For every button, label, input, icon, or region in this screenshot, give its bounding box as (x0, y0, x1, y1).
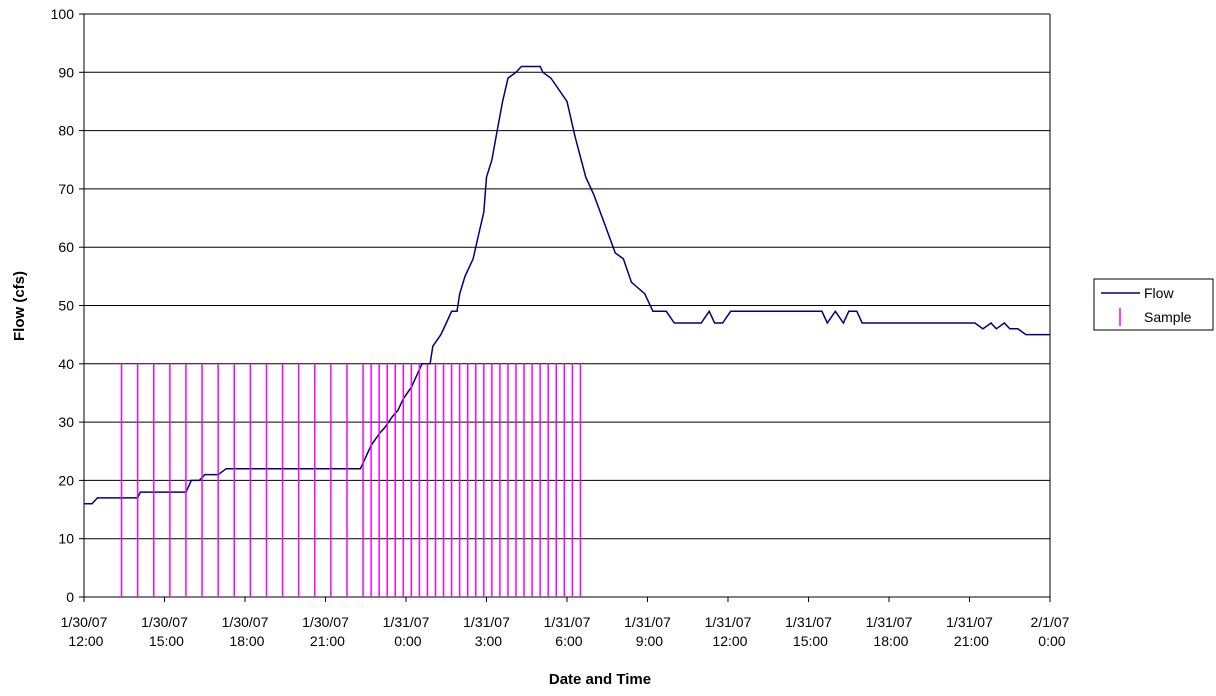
x-axis-label: Date and Time (549, 671, 651, 688)
x-tick-label: 1/31/07 9:00 (624, 614, 671, 649)
x-tick-label: 1/30/07 15:00 (141, 614, 188, 649)
x-tick-label: 1/30/07 21:00 (302, 614, 349, 649)
x-tick-label: 1/31/07 3:00 (463, 614, 510, 649)
x-tick-label: 1/31/07 0:00 (383, 614, 430, 649)
y-tick-label: 40 (58, 356, 74, 372)
legend-label: Sample (1144, 309, 1192, 325)
flow-line (84, 65, 1050, 505)
x-tick-label: 1/31/07 18:00 (866, 614, 913, 649)
y-tick-label: 90 (58, 64, 74, 80)
x-tick-label: 1/30/07 12:00 (61, 614, 108, 649)
y-tick-label: 80 (58, 123, 74, 139)
x-tick-label: 1/31/07 12:00 (705, 614, 752, 649)
x-tick-label: 2/1/07 0:00 (1031, 614, 1070, 649)
x-tick-label: 1/31/07 21:00 (946, 614, 993, 649)
y-axis-label: Flow (cfs) (11, 271, 28, 341)
x-tick-label: 1/31/07 6:00 (544, 614, 591, 649)
y-tick-label: 20 (58, 472, 74, 488)
y-tick-label: 50 (58, 298, 74, 314)
y-tick-label: 0 (66, 589, 74, 605)
legend-label: Flow (1144, 285, 1174, 301)
y-tick-label: 70 (58, 181, 74, 197)
x-tick-label: 1/31/07 15:00 (785, 614, 832, 649)
y-tick-label: 30 (58, 414, 74, 430)
y-tick-label: 100 (51, 6, 75, 22)
y-tick-label: 10 (58, 531, 74, 547)
y-tick-label: 60 (58, 239, 74, 255)
legend-box (1093, 278, 1214, 331)
x-tick-label: 1/30/07 18:00 (222, 614, 269, 649)
